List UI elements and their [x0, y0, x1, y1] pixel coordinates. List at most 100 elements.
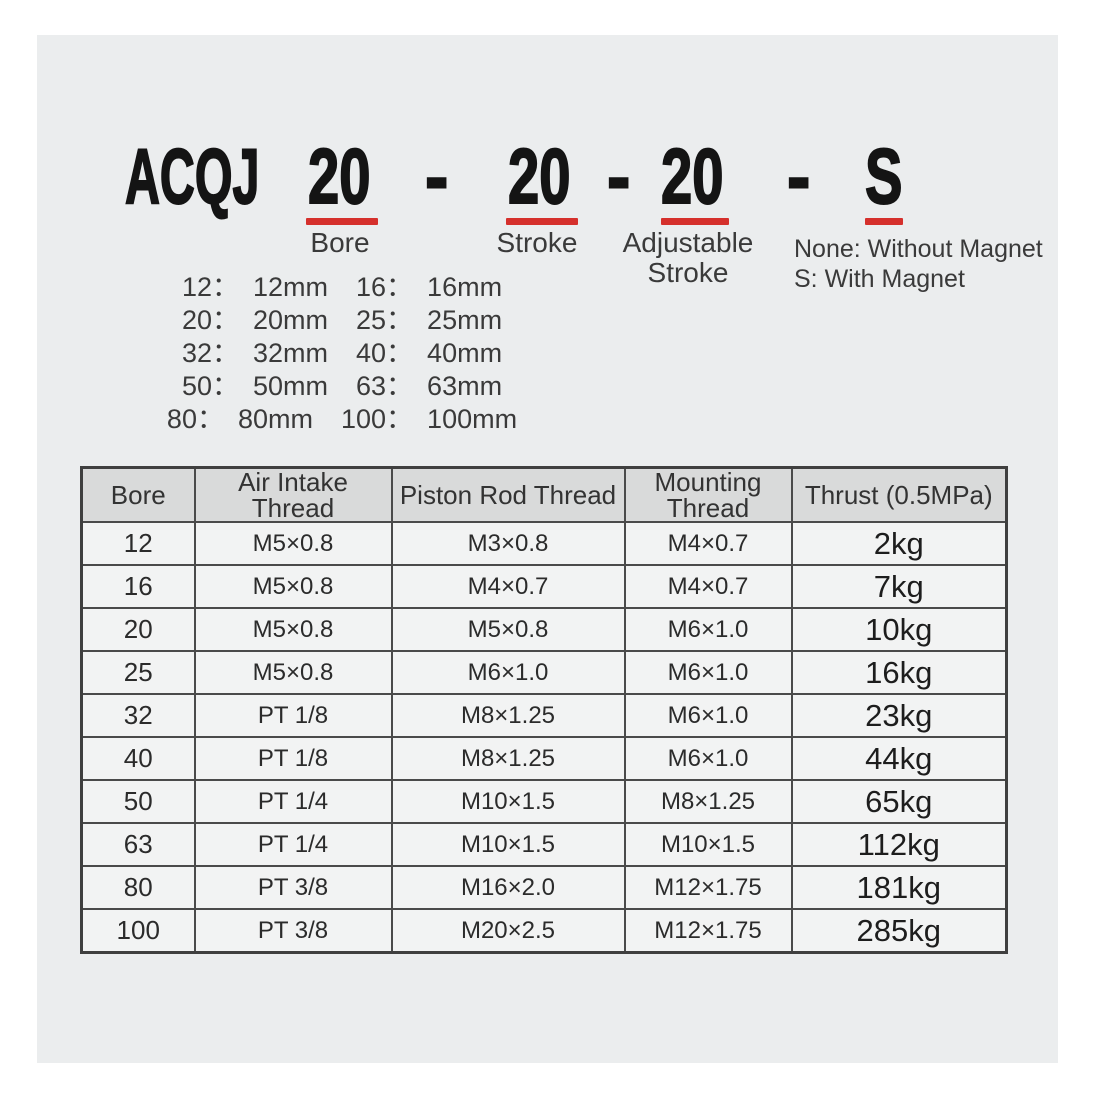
label-bore: Bore	[310, 227, 370, 258]
col-header-mounting-thread: Mounting Thread	[623, 466, 793, 523]
model-code-bore-value: 20	[307, 132, 371, 220]
model-code-magnet-value: S	[864, 132, 903, 220]
label-stroke: Stroke	[496, 227, 578, 258]
cell-air-intake: PT 3/8	[193, 865, 393, 910]
col-header-air-intake-thread: Air Intake Thread	[193, 466, 393, 523]
spec-panel: ACQJ 20 - 20 - 20 - S Bore Stroke Adjust…	[37, 35, 1058, 1063]
bore-options-list: 12： 12mm 16： 16mm 20： 20mm 25： 25mm 32： 32mm 40：…	[92, 271, 592, 436]
bore-option-line: 50： 50mm 63： 63mm	[92, 370, 592, 403]
cell-thrust: 7kg	[790, 564, 1008, 609]
col-header-piston-rod-thread: Piston Rod Thread	[390, 466, 626, 523]
cell-bore: 12	[80, 521, 196, 566]
cell-thrust: 10kg	[790, 607, 1008, 652]
cell-piston-rod: M10×1.5	[390, 822, 626, 867]
cell-mounting: M6×1.0	[623, 736, 793, 781]
red-underline-bore	[306, 218, 378, 225]
model-code-separator-3: -	[786, 132, 811, 220]
bore-option-key: 80：	[166, 404, 224, 434]
col-header-thrust: Thrust (0.5MPa)	[790, 466, 1008, 523]
bore-option-value: 32mm	[252, 338, 328, 368]
cell-piston-rod: M20×2.5	[390, 908, 626, 954]
cell-piston-rod: M6×1.0	[390, 650, 626, 695]
cell-bore: 100	[80, 908, 196, 954]
cell-piston-rod: M10×1.5	[390, 779, 626, 824]
bore-option-value: 80mm	[237, 404, 313, 434]
magnet-note-none: None: Without Magnet	[794, 235, 1043, 263]
bore-option-value: 100mm	[427, 404, 518, 434]
bore-option-value: 50mm	[252, 371, 328, 401]
cell-mounting: M8×1.25	[623, 779, 793, 824]
cell-piston-rod: M8×1.25	[390, 736, 626, 781]
cell-bore: 16	[80, 564, 196, 609]
cell-thrust: 112kg	[790, 822, 1008, 867]
bore-option-key: 100：	[340, 404, 414, 434]
model-code-prefix: ACQJ	[124, 132, 260, 220]
bore-option-value: 20mm	[252, 305, 328, 335]
cell-air-intake: M5×0.8	[193, 650, 393, 695]
col-header-bore: Bore	[80, 466, 196, 523]
bore-option-key: 16：	[356, 272, 414, 302]
cell-bore: 32	[80, 693, 196, 738]
cell-mounting: M4×0.7	[623, 564, 793, 609]
cell-piston-rod: M16×2.0	[390, 865, 626, 910]
cell-piston-rod: M5×0.8	[390, 607, 626, 652]
bore-option-line: 32： 32mm 40： 40mm	[92, 337, 592, 370]
cell-air-intake: PT 1/8	[193, 736, 393, 781]
cell-bore: 20	[80, 607, 196, 652]
cell-bore: 50	[80, 779, 196, 824]
bore-option-value: 12mm	[252, 272, 328, 302]
bore-option-key: 32：	[181, 338, 239, 368]
label-adjustable-stroke-line2: Stroke	[647, 257, 729, 288]
cell-thrust: 181kg	[790, 865, 1008, 910]
bore-option-value: 16mm	[427, 272, 503, 302]
bore-option-key: 63：	[356, 371, 414, 401]
cell-mounting: M10×1.5	[623, 822, 793, 867]
cell-air-intake: PT 1/4	[193, 822, 393, 867]
model-code-separator-1: -	[424, 132, 449, 220]
model-code-separator-2: -	[606, 132, 631, 220]
cell-bore: 63	[80, 822, 196, 867]
cell-piston-rod: M8×1.25	[390, 693, 626, 738]
cell-piston-rod: M3×0.8	[390, 521, 626, 566]
bore-option-key: 12：	[181, 272, 239, 302]
cell-bore: 25	[80, 650, 196, 695]
red-underline-magnet	[865, 218, 903, 225]
bore-option-line: 80： 80mm 100： 100mm	[92, 403, 592, 436]
bore-option-key: 40：	[356, 338, 414, 368]
table-row: 40 PT 1/8 M8×1.25 M6×1.0 44kg	[80, 736, 1008, 781]
cell-air-intake: PT 1/4	[193, 779, 393, 824]
cell-mounting: M4×0.7	[623, 521, 793, 566]
cell-air-intake: PT 1/8	[193, 693, 393, 738]
bore-option-value: 63mm	[427, 371, 503, 401]
table-row: 50 PT 1/4 M10×1.5 M8×1.25 65kg	[80, 779, 1008, 824]
label-adjustable-stroke: Adjustable Stroke	[608, 228, 768, 288]
label-adjustable-stroke-line1: Adjustable	[622, 227, 754, 258]
cell-air-intake: M5×0.8	[193, 607, 393, 652]
cell-mounting: M6×1.0	[623, 650, 793, 695]
bore-option-value: 40mm	[427, 338, 503, 368]
bore-option-key: 25：	[356, 305, 414, 335]
table-row: 32 PT 1/8 M8×1.25 M6×1.0 23kg	[80, 693, 1008, 738]
cell-bore: 80	[80, 865, 196, 910]
bore-option-value: 25mm	[427, 305, 503, 335]
table-row: 63 PT 1/4 M10×1.5 M10×1.5 112kg	[80, 822, 1008, 867]
bore-option-key: 50：	[181, 371, 239, 401]
red-underline-stroke	[506, 218, 578, 225]
cell-thrust: 65kg	[790, 779, 1008, 824]
table-row: 100 PT 3/8 M20×2.5 M12×1.75 285kg	[80, 908, 1008, 954]
cell-thrust: 2kg	[790, 521, 1008, 566]
model-code-stroke-value: 20	[507, 132, 571, 220]
table-row: 25 M5×0.8 M6×1.0 M6×1.0 16kg	[80, 650, 1008, 695]
cell-piston-rod: M4×0.7	[390, 564, 626, 609]
magnet-note-s: S: With Magnet	[794, 265, 965, 293]
red-underline-adjustable-stroke	[661, 218, 729, 225]
cell-thrust: 23kg	[790, 693, 1008, 738]
table-header-row: Bore Air Intake Thread Piston Rod Thread …	[80, 466, 1008, 523]
magnet-note: None: Without Magnet S: With Magnet	[794, 234, 1043, 294]
table-row: 20 M5×0.8 M5×0.8 M6×1.0 10kg	[80, 607, 1008, 652]
cell-mounting: M12×1.75	[623, 908, 793, 954]
cell-thrust: 44kg	[790, 736, 1008, 781]
table-row: 12 M5×0.8 M3×0.8 M4×0.7 2kg	[80, 521, 1008, 566]
cell-mounting: M6×1.0	[623, 693, 793, 738]
